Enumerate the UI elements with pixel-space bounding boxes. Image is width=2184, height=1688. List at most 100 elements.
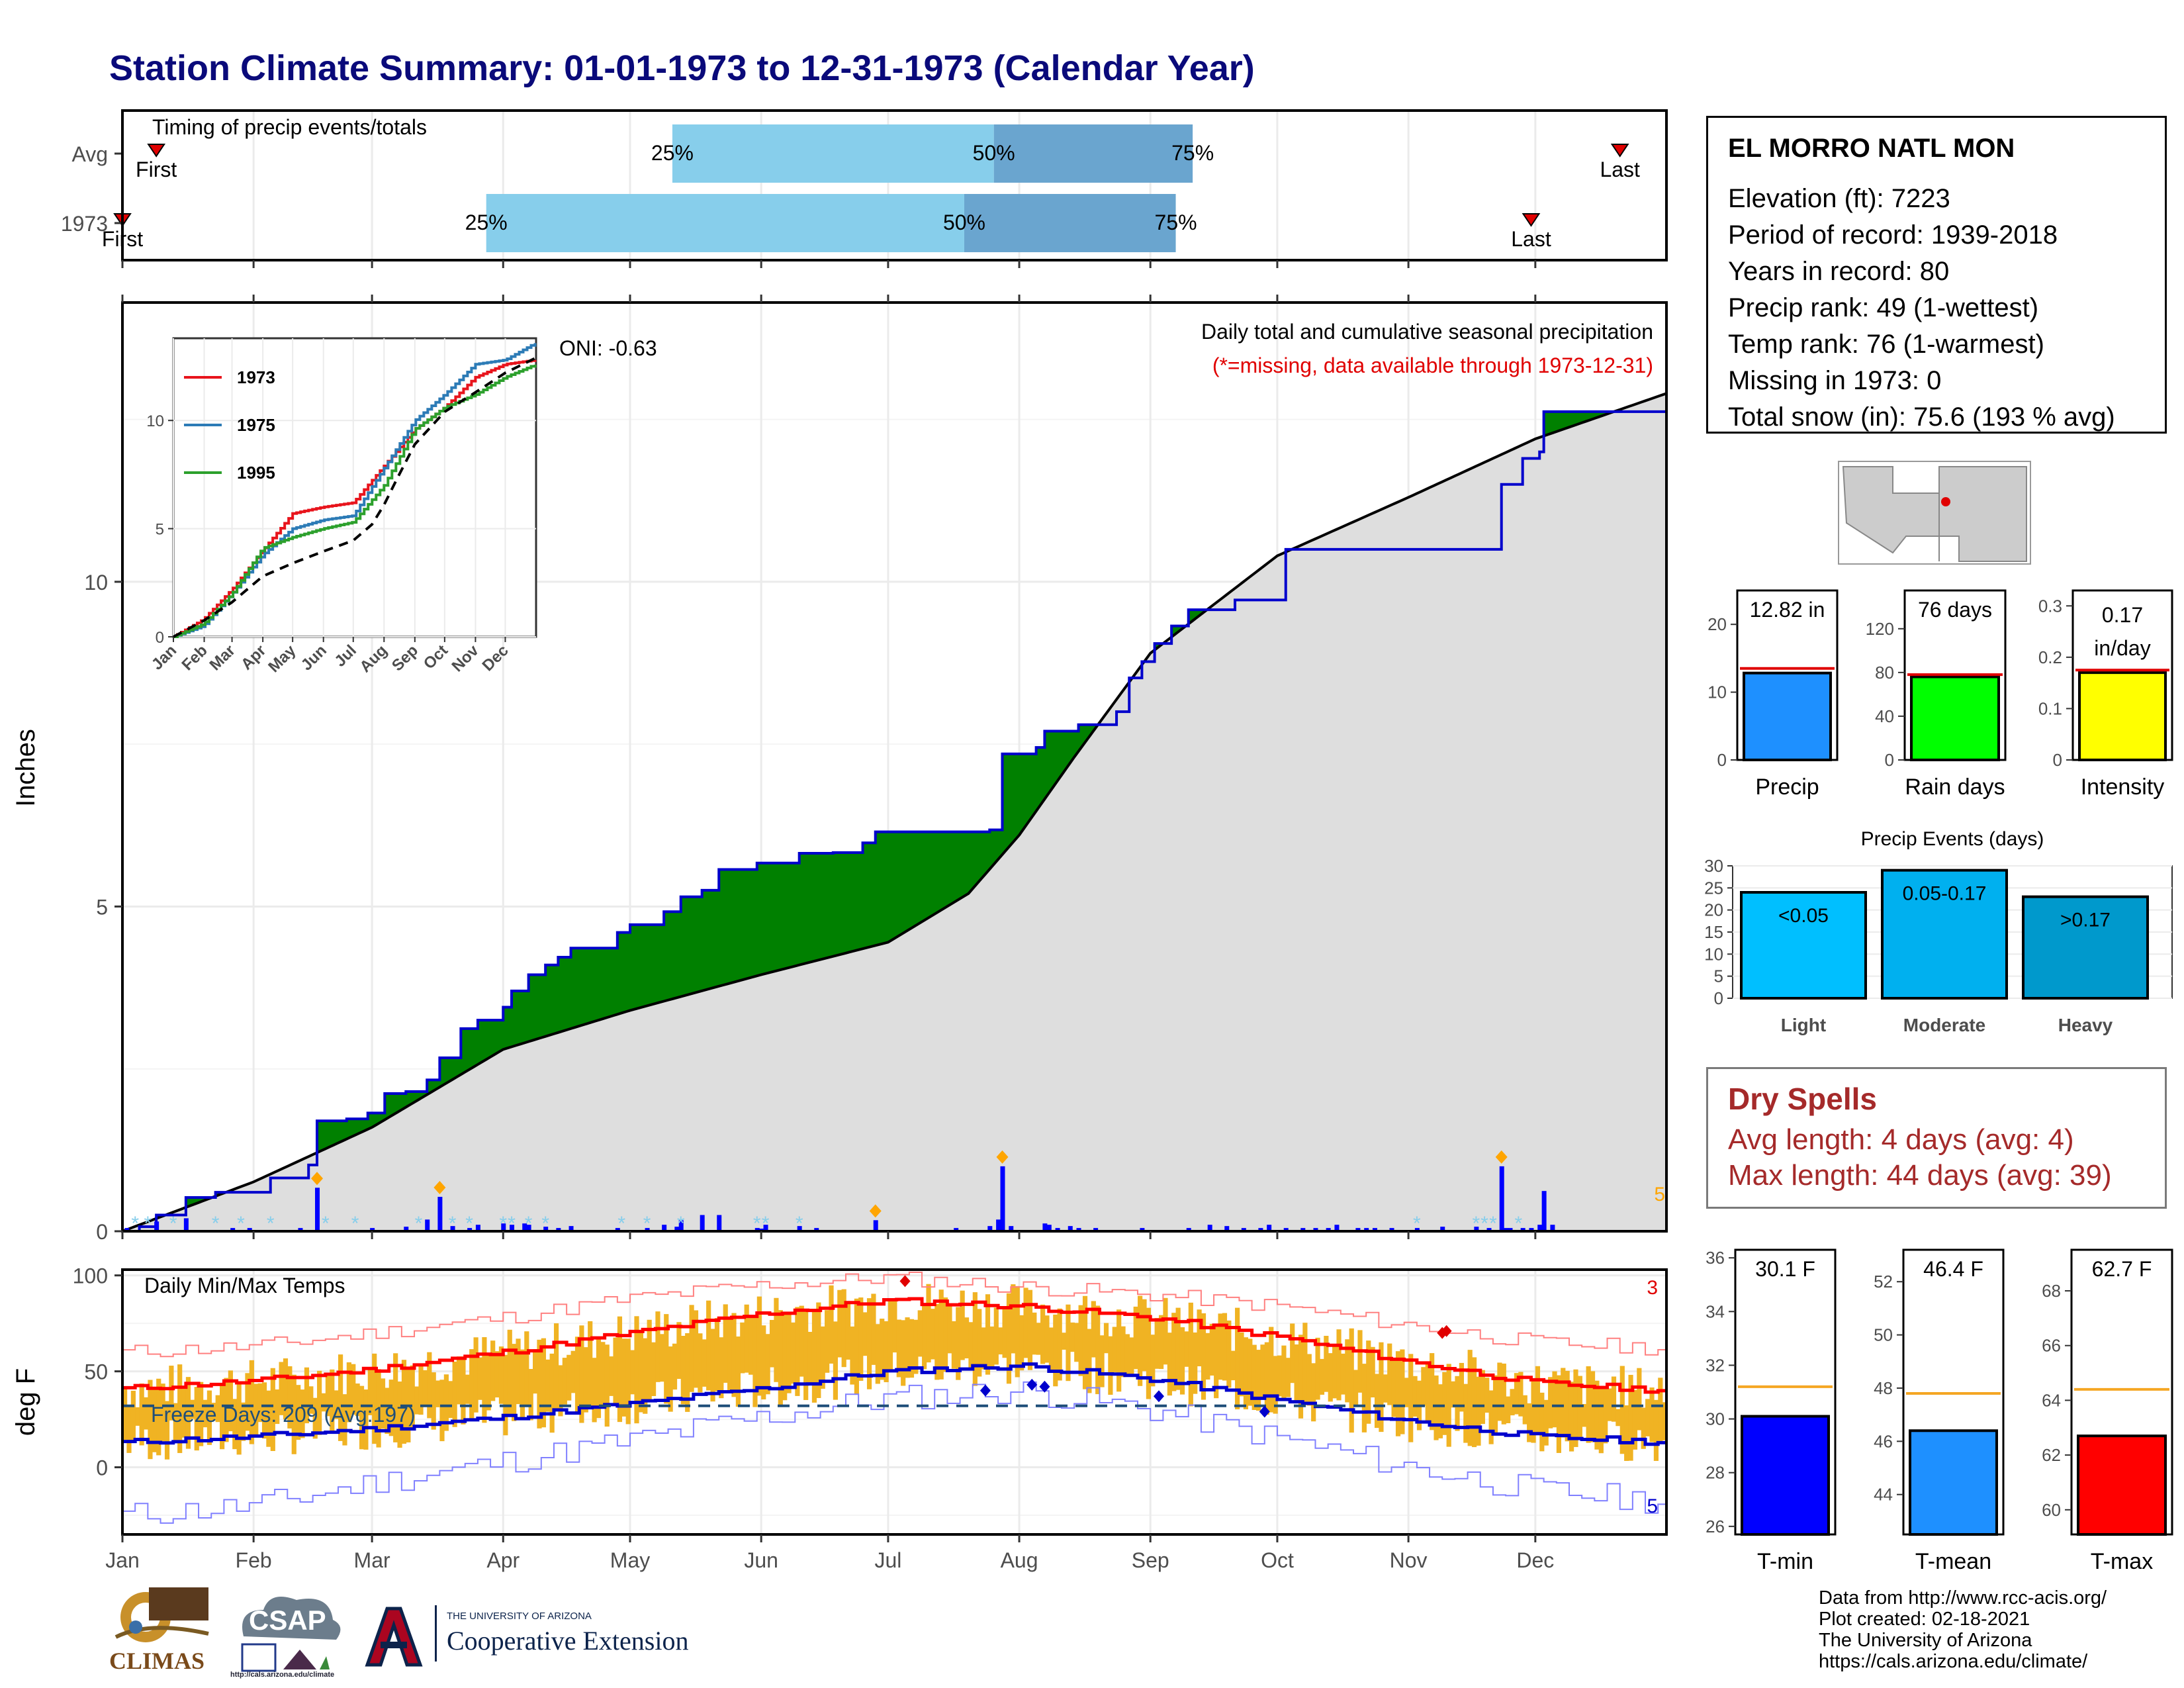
- temp-daily-bar: [1091, 1301, 1096, 1358]
- summary-temp-0-y-tick-label: 32: [1706, 1355, 1725, 1375]
- temp-daily-bar: [956, 1307, 961, 1380]
- temp-daily-bar: [1057, 1308, 1062, 1381]
- temp-daily-bar: [152, 1387, 157, 1452]
- precip-surplus-area: [1057, 731, 1062, 782]
- temp-x-tick-label: Aug: [1001, 1548, 1038, 1572]
- precip-snow-marker: *: [643, 1213, 651, 1235]
- temp-daily-bar: [574, 1336, 580, 1415]
- precip-daily-bar: [450, 1226, 455, 1231]
- temp-daily-bar: [1412, 1376, 1418, 1417]
- precip-surplus-area: [735, 869, 741, 982]
- temp-daily-bar: [1154, 1318, 1160, 1369]
- precip-surplus-area: [901, 831, 906, 935]
- station-precip-rank: Precip rank: 49 (1-wettest): [1728, 293, 2039, 322]
- precip-surplus-area: [367, 1113, 373, 1129]
- station-name: EL MORRO NATL MON: [1728, 134, 2015, 163]
- station-elevation: Elevation (ft): 7223: [1728, 184, 1950, 213]
- temp-daily-bar: [1129, 1337, 1134, 1374]
- precip-daily-bar: [556, 1228, 561, 1231]
- precip-daily-bar: [1224, 1226, 1230, 1231]
- precip-surplus-area: [567, 957, 572, 1030]
- precip-daily-bar: [1541, 1191, 1547, 1231]
- precip-daily-bar: [987, 1226, 993, 1231]
- precip-daily-bar: [510, 1225, 515, 1231]
- precip-surplus-area: [765, 863, 770, 974]
- temp-daily-bar: [596, 1338, 602, 1419]
- temp-daily-bar: [220, 1384, 225, 1450]
- temp-daily-bar: [1425, 1362, 1430, 1423]
- temp-daily-bar: [643, 1338, 648, 1414]
- events-value-label: >0.17: [2060, 910, 2111, 931]
- precip-surplus-area: [435, 1080, 440, 1090]
- temp-normal-min-line: [122, 1362, 1666, 1446]
- timing-last-marker: [1610, 144, 1629, 158]
- temp-daily-bar: [1641, 1407, 1646, 1449]
- temp-daily-bar: [1658, 1378, 1663, 1442]
- temp-daily-bar: [156, 1378, 161, 1456]
- precip-daily-bar: [467, 1228, 473, 1231]
- precip-surplus-area: [1015, 753, 1020, 840]
- summary-temp-2-y-tick-label: 66: [2042, 1336, 2061, 1356]
- precip-snow-marker: *: [796, 1213, 803, 1235]
- temp-daily-bar: [1222, 1313, 1228, 1381]
- precip-daily-bar: [1055, 1228, 1060, 1231]
- temp-daily-bar: [541, 1338, 546, 1428]
- temp-daily-bar: [1488, 1390, 1494, 1444]
- precip-surplus-area: [1594, 411, 1600, 419]
- precip-surplus-area: [825, 853, 830, 959]
- temp-daily-bar: [228, 1370, 233, 1432]
- station-period: Period of record: 1939-2018: [1728, 220, 2058, 250]
- events-y-tick-label: 25: [1704, 878, 1723, 898]
- precip-surplus-area: [1032, 753, 1037, 818]
- precip-surplus-area: [401, 1094, 406, 1110]
- precip-surplus-area: [342, 1121, 347, 1141]
- temp-daily-bar: [427, 1352, 432, 1419]
- events-value-label: 0.05-0.17: [1903, 883, 1987, 905]
- precip-surplus-area: [875, 831, 880, 946]
- temp-daily-bar: [680, 1336, 686, 1405]
- temp-daily-bar: [1539, 1392, 1545, 1452]
- precip-daily-bar: [873, 1220, 878, 1231]
- precip-surplus-area: [372, 1113, 377, 1128]
- summary-temp-1-y-tick-label: 48: [1874, 1378, 1893, 1398]
- inset-y-tick-label: 5: [156, 521, 164, 539]
- precip-surplus-area: [968, 831, 974, 894]
- temp-daily-bar: [1248, 1338, 1253, 1406]
- precip-daily-bar: [1241, 1228, 1246, 1231]
- temp-daily-bar: [913, 1319, 919, 1374]
- temp-daily-bar: [748, 1317, 754, 1375]
- temp-daily-bar: [740, 1322, 745, 1374]
- precip-surplus-area: [194, 1197, 199, 1205]
- precip-daily-bar: [1474, 1227, 1479, 1231]
- temp-daily-bar: [164, 1401, 170, 1460]
- temp-daily-bar: [943, 1297, 948, 1372]
- precip-surplus-area: [1061, 731, 1066, 775]
- summary-precip-1-y-tick-label: 0: [1885, 750, 1894, 770]
- temp-daily-bar: [1235, 1307, 1240, 1410]
- precip-surplus-area: [710, 890, 715, 989]
- events-y-tick-label: 0: [1714, 988, 1723, 1008]
- temp-daily-bar: [385, 1387, 390, 1434]
- precip-surplus-area: [1548, 411, 1553, 435]
- temp-daily-bar: [308, 1386, 314, 1414]
- precip-daily-bar: [1140, 1228, 1145, 1231]
- temp-daily-bar: [1467, 1350, 1473, 1446]
- precip-surplus-area: [406, 1092, 411, 1107]
- precip-surplus-area: [190, 1197, 195, 1206]
- temp-daily-bar: [1108, 1336, 1113, 1395]
- precip-surplus-area: [938, 831, 944, 912]
- temp-daily-bar: [359, 1385, 365, 1450]
- footer-university: The University of Arizona: [1819, 1630, 2032, 1651]
- timing-label-75: 75%: [1171, 141, 1214, 165]
- temp-daily-bar: [380, 1378, 386, 1429]
- temp-x-tick-label: Jan: [105, 1548, 140, 1572]
- precip-surplus-area: [833, 853, 838, 957]
- temp-daily-bar: [1193, 1332, 1198, 1394]
- precip-surplus-area: [558, 957, 563, 1033]
- temp-daily-bar: [1255, 1350, 1261, 1411]
- precip-snow-marker: *: [237, 1213, 245, 1235]
- temp-daily-bar: [1082, 1295, 1088, 1389]
- precip-daily-bar: [1355, 1228, 1361, 1231]
- temp-daily-bar: [905, 1317, 910, 1378]
- precip-daily-bar: [154, 1221, 159, 1231]
